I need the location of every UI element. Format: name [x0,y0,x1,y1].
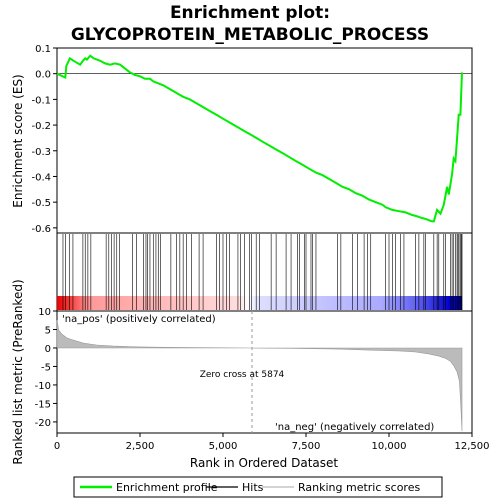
metric-xtick-label: 2,500 [126,441,155,452]
metric-ylabel: Ranked list metric (PreRanked) [11,279,25,464]
ranking-metric-area [56,320,463,432]
es-ytick-label: -0.6 [31,224,51,235]
metric-xtick-label: 0 [54,441,60,452]
metric-ytick-label: 0 [45,344,51,355]
legend-label: Enrichment profile [116,481,218,494]
metric-ytick-label: -15 [35,399,51,410]
metric-ytick-label: -5 [41,362,51,373]
enrichment-profile-line [56,54,463,223]
es-ylabel: Enrichment score (ES) [11,74,25,207]
legend-label: Hits [242,481,264,494]
metric-xtick-label: 5,000 [209,441,238,452]
metric-xtick-label: 12,500 [455,441,490,452]
pos-label: 'na_pos' (positively correlated) [62,314,216,325]
es-ytick-label: -0.2 [31,121,51,132]
legend-box [73,476,443,498]
es-ytick-label: -0.5 [31,198,51,209]
es-ytick-label: -0.1 [31,95,51,106]
neg-label: 'na_neg' (negatively correlated) [275,422,434,433]
metric-ytick-label: -20 [35,418,51,429]
es-ytick-label: 0.0 [35,70,51,81]
metric-ytick-label: -10 [35,381,51,392]
es-panel-frame [56,47,473,234]
es-ytick-label: 0.1 [35,44,51,55]
metric-panel-frame [56,310,473,434]
zero-cross-label: Zero cross at 5874 [200,370,285,380]
metric-ytick-label: 10 [38,307,51,318]
es-ytick-label: -0.4 [31,172,51,183]
metric-xtick-label: 10,000 [372,441,407,452]
metric-ytick-label: 5 [45,325,51,336]
metric-xlabel: Rank in Ordered Dataset [190,456,338,470]
chart-title-line-1: Enrichment plot: [170,3,330,23]
legend-label: Ranking metric scores [298,481,420,494]
es-ytick-label: -0.3 [31,147,51,158]
metric-xtick-label: 7,500 [292,441,321,452]
chart-title-line-2: GLYCOPROTEIN_METABOLIC_PROCESS [71,25,429,45]
